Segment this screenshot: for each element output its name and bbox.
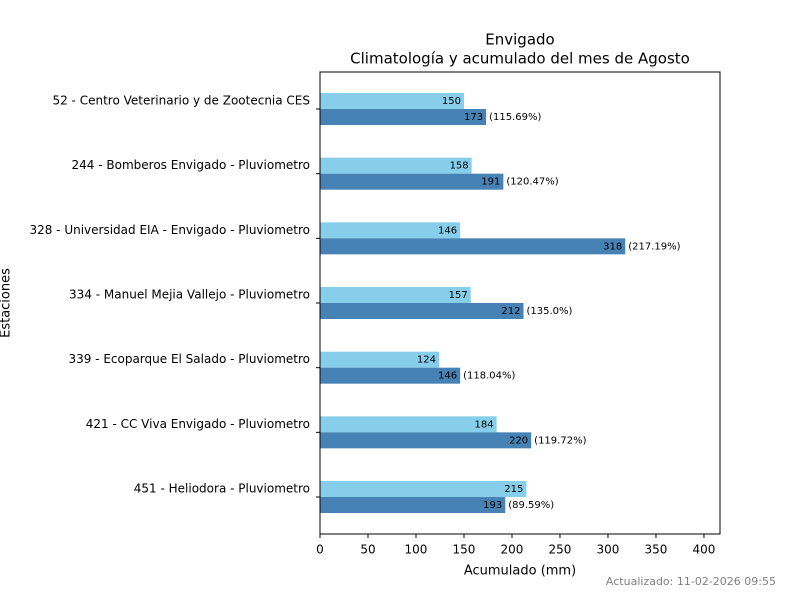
x-tick-label: 100 [405,543,428,557]
value-label: 173 [464,112,483,123]
value-label: 215 [504,484,523,495]
plot-frame [319,71,721,535]
x-tick-label: 200 [501,543,524,557]
percent-label: (135.0%) [527,306,573,317]
y-axis-label: Estaciones [0,268,14,338]
y-tick-label: 451 - Heliodora - Pluviometro [134,482,310,496]
footer: Actualizado: 11-02-2026 09:55 [606,575,776,588]
bar [320,238,626,255]
bar [320,109,487,125]
value-label: 158 [450,161,469,172]
value-label: 157 [449,290,468,301]
value-label: 212 [501,306,520,317]
x-tick-label: 150 [453,543,476,557]
percent-label: (118.04%) [463,371,515,382]
value-label: 318 [603,241,622,252]
value-label: 124 [417,355,436,366]
bar [320,303,524,320]
bar [320,497,506,514]
bar [320,157,472,174]
bar [320,287,471,304]
percent-label: (217.19%) [628,241,680,252]
value-label: 146 [438,371,457,382]
chart-subtitle: Climatología y acumulado del mes de Agos… [350,50,690,68]
y-tick-label: 334 - Manuel Mejia Vallejo - Pluviometro [69,288,310,302]
percent-label: (115.69%) [489,112,541,123]
percent-label: (119.72%) [534,435,586,446]
x-tick-label: 300 [597,543,620,557]
value-label: 150 [442,96,461,107]
percent-label: (120.47%) [506,177,558,188]
bar [320,222,461,239]
value-label: 220 [509,435,528,446]
y-tick-label: 328 - Universidad EIA - Envigado - Pluvi… [29,223,310,237]
bar [320,93,464,109]
bar [320,367,461,384]
value-label: 146 [438,225,457,236]
bar [320,173,504,190]
y-tick-label: 244 - Bomberos Envigado - Pluviometro [72,158,310,172]
bar [320,432,532,449]
chart-title: Envigado [485,31,554,49]
x-axis-label: Acumulado (mm) [464,564,576,579]
bar [320,481,527,498]
value-label: 193 [483,500,502,511]
y-tick-label: 421 - CC Viva Envigado - Pluviometro [86,417,310,431]
x-tick-label: 50 [360,543,375,557]
value-label: 184 [475,419,494,430]
bar [320,351,440,368]
x-tick-label: 400 [693,543,716,557]
x-tick-label: 250 [549,543,572,557]
y-tick-label: 52 - Centro Veterinario y de Zootecnia C… [52,94,310,108]
bar [320,416,497,433]
x-tick-label: 350 [645,543,668,557]
x-tick-label: 0 [316,543,324,557]
y-tick-label: 339 - Ecoparque El Salado - Pluviometro [68,352,310,366]
value-label: 191 [481,177,500,188]
percent-label: (89.59%) [508,500,554,511]
